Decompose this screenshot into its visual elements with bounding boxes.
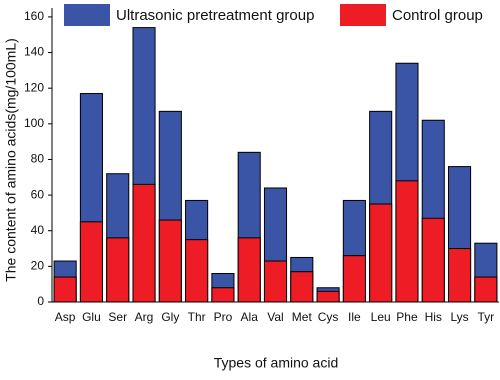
bar — [474, 276, 498, 303]
x-tick-label: Val — [267, 310, 283, 324]
bar — [316, 290, 340, 303]
x-tick-label: Ile — [348, 310, 361, 324]
legend-swatch — [340, 4, 386, 26]
y-tick-label: 60 — [31, 187, 45, 201]
x-tick-label: Arg — [135, 310, 154, 324]
x-tick-label: Ser — [108, 310, 127, 324]
bar — [263, 260, 288, 303]
x-tick-label: Asp — [55, 310, 76, 324]
y-tick-label: 160 — [24, 9, 44, 23]
bar — [132, 183, 156, 303]
bar — [106, 237, 130, 303]
x-tick-label: Phe — [396, 310, 418, 324]
y-tick-label: 120 — [24, 80, 44, 94]
x-tick-label: Cys — [318, 310, 339, 324]
x-tick-label: Thr — [188, 310, 206, 324]
bar — [421, 217, 445, 303]
legend-swatch — [64, 4, 110, 26]
x-tick-label: Glu — [82, 310, 101, 324]
y-tick-label: 80 — [31, 152, 45, 166]
bar — [290, 271, 314, 303]
bar — [185, 239, 209, 303]
bar — [448, 248, 472, 303]
x-tick-label: His — [425, 310, 442, 324]
bar — [158, 219, 182, 303]
y-tick-label: 20 — [31, 259, 45, 273]
y-tick-label: 0 — [37, 294, 44, 308]
x-tick-label: Gly — [161, 310, 179, 324]
bar — [342, 255, 366, 303]
y-tick-label: 40 — [31, 223, 45, 237]
y-tick-label: 100 — [24, 116, 44, 130]
x-tick-label: Met — [292, 310, 313, 324]
legend-label: Control group — [392, 7, 483, 24]
bar — [79, 221, 103, 303]
bar — [369, 203, 393, 303]
bar — [211, 287, 235, 303]
bar — [53, 276, 77, 303]
x-tick-label: Tyr — [478, 310, 495, 324]
x-tick-label: Leu — [371, 310, 391, 324]
x-tick-label: Lys — [450, 310, 468, 324]
bar — [237, 237, 261, 303]
bar — [395, 180, 419, 303]
y-axis-label: The content of amino acids(mg/100mL) — [3, 38, 19, 282]
x-axis-label: Types of amino acid — [214, 355, 339, 371]
x-tick-label: Ala — [241, 310, 259, 324]
y-tick-label: 140 — [24, 45, 44, 59]
x-tick-label: Pro — [214, 310, 233, 324]
legend-label: Ultrasonic pretreatment group — [116, 7, 314, 24]
